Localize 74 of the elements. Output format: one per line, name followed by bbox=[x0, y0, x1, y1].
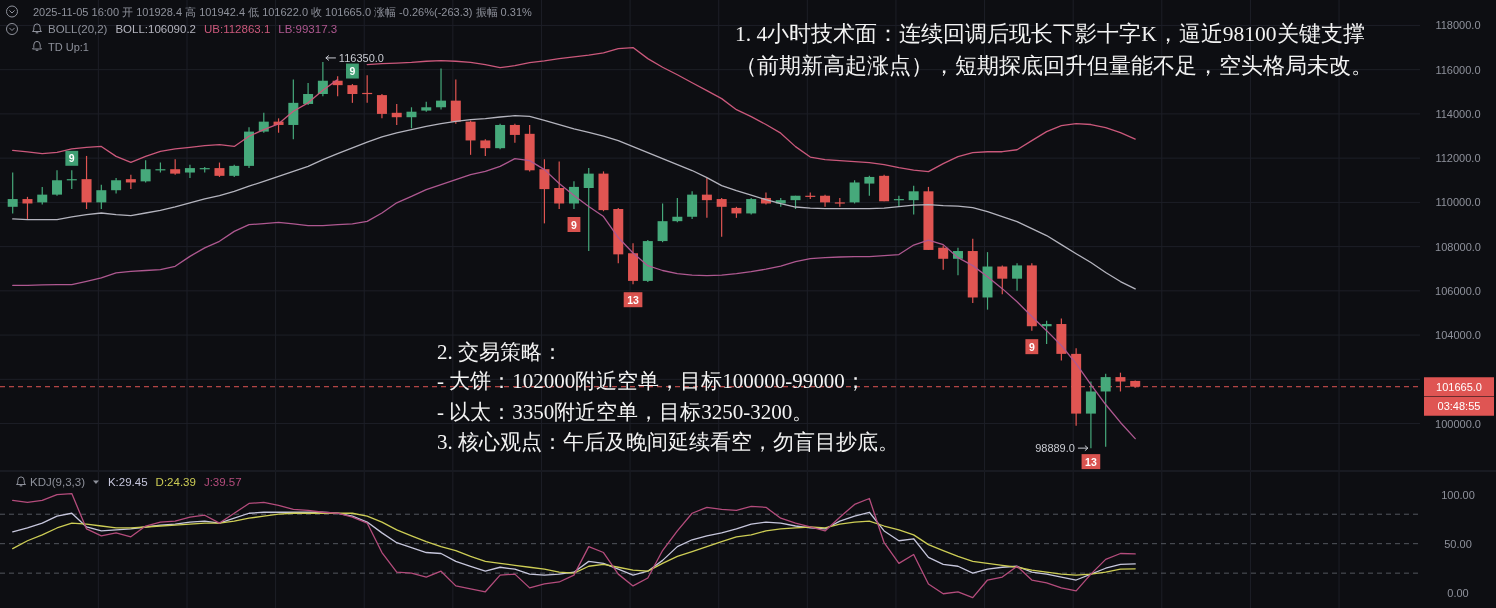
candlestick bbox=[376, 93, 387, 119]
annotation: 2. 交易策略： bbox=[437, 340, 563, 364]
candlestick bbox=[952, 247, 963, 276]
candlestick bbox=[672, 197, 683, 223]
candlestick bbox=[1100, 373, 1111, 448]
annotation: 13 bbox=[1085, 455, 1097, 468]
annotation: 9 bbox=[1028, 340, 1035, 353]
candlestick bbox=[1012, 262, 1023, 292]
candlestick bbox=[22, 196, 33, 220]
candlestick bbox=[583, 167, 594, 252]
candlestick bbox=[509, 123, 520, 144]
y-tick-label: 100000.0 bbox=[1435, 417, 1481, 430]
annotation: 13 bbox=[627, 293, 640, 306]
annotation: 9 bbox=[349, 65, 356, 78]
candlestick bbox=[908, 185, 919, 216]
candlestick bbox=[7, 171, 18, 215]
candlestick bbox=[864, 175, 875, 197]
candlestick bbox=[140, 159, 151, 184]
annotation: 98889.0 bbox=[1035, 442, 1075, 455]
candlestick bbox=[701, 177, 712, 219]
candlestick bbox=[125, 174, 136, 190]
annotation: （前期新高起涨点），短期探底回升但量能不足，空头格局未改。 bbox=[735, 54, 1373, 78]
candlestick bbox=[657, 202, 668, 243]
candlestick bbox=[687, 190, 698, 220]
y-tick-label: 118000.0 bbox=[1435, 19, 1481, 32]
candlestick bbox=[436, 67, 447, 111]
y-tick-label: 116000.0 bbox=[1435, 63, 1481, 76]
candlestick bbox=[52, 169, 63, 197]
legend-title: KDJ(9,3,3) bbox=[30, 476, 86, 488]
candlestick bbox=[96, 184, 107, 210]
text: LB:99317.3 bbox=[278, 23, 338, 35]
candlestick bbox=[288, 79, 299, 140]
candlestick bbox=[1041, 320, 1052, 345]
text: D:24.39 bbox=[155, 476, 196, 488]
annotation: TD Up:1 bbox=[48, 40, 89, 53]
annotation: 3. 核心观点：午后及晚间延续看空，勿盲目抄底。 bbox=[437, 430, 899, 454]
y-tick-label: 114000.0 bbox=[1435, 107, 1481, 120]
candlestick bbox=[539, 158, 550, 224]
line-series bbox=[12, 492, 1136, 599]
candlestick bbox=[347, 83, 358, 104]
y-tick-label: 104000.0 bbox=[1435, 329, 1481, 342]
y-tick-label: 106000.0 bbox=[1435, 284, 1481, 297]
candlestick bbox=[849, 179, 860, 205]
legend-title: BOLL(20,2) bbox=[48, 23, 108, 35]
candlestick bbox=[1085, 380, 1096, 449]
y-tick-label: 108000.0 bbox=[1435, 240, 1481, 253]
annotation: 1. 4小时技术面：连续回调后现长下影十字K，逼近98100关键支撑 bbox=[735, 22, 1365, 46]
candlestick bbox=[81, 155, 92, 210]
series-label: J:39.57 bbox=[203, 476, 242, 488]
text: UB:112863.1 bbox=[204, 23, 271, 35]
annotation: 116350.0 bbox=[338, 51, 384, 64]
annotation: 9 bbox=[571, 218, 578, 231]
annotation: 2025-11-05 16:00 开 101928.4 高 101942.4 低 101622.0 收 101665.0 涨幅 -0.26%(-263.3) 振幅 0.31% bbox=[33, 5, 533, 18]
candlestick bbox=[997, 264, 1008, 295]
candlestick bbox=[391, 103, 402, 126]
candlestick bbox=[406, 106, 417, 129]
text: K:29.45 bbox=[107, 476, 148, 488]
candlestick bbox=[495, 123, 506, 150]
text: BOLL:106090.2 bbox=[115, 23, 197, 35]
candlestick bbox=[938, 244, 949, 271]
y-tick-label: 112000.0 bbox=[1435, 152, 1481, 165]
text: 101665.0 bbox=[1436, 380, 1482, 393]
candlestick bbox=[465, 119, 476, 156]
candlestick bbox=[716, 197, 727, 238]
candlestick bbox=[554, 160, 565, 210]
y-tick-label: 110000.0 bbox=[1435, 196, 1481, 209]
annotation: 9 bbox=[68, 152, 75, 165]
y-tick-label: 50.00 bbox=[1444, 537, 1472, 550]
y-tick-label: 100.00 bbox=[1441, 488, 1475, 501]
annotation: - 以太：3350附近空单，目标3250-3200。 bbox=[437, 400, 814, 424]
text: 03:48:55 bbox=[1437, 400, 1481, 413]
candlestick bbox=[450, 79, 461, 125]
y-tick-label: 0.00 bbox=[1447, 586, 1469, 599]
candlestick bbox=[184, 164, 195, 179]
